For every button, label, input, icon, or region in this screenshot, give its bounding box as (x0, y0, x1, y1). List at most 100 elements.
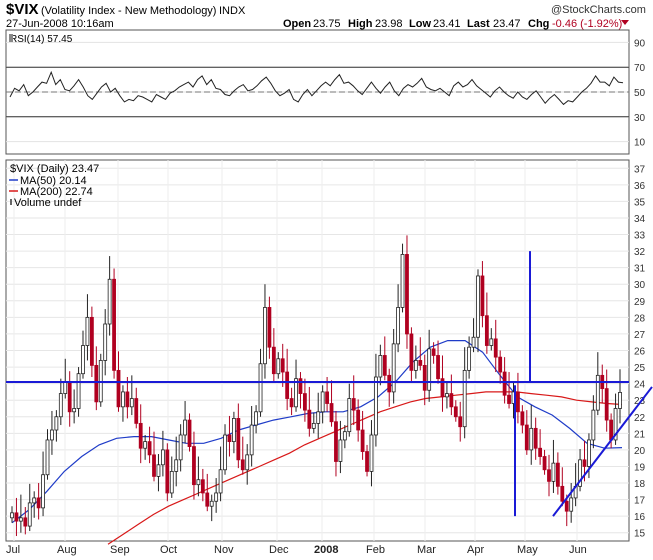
price-tick-label: 22 (634, 413, 646, 424)
chg-value: -0.46 (-1.92%) (552, 18, 622, 30)
candle-body (374, 376, 378, 436)
rsi-line (9, 70, 624, 106)
candle-body (14, 512, 19, 522)
legend-volume: Volume undef (14, 197, 82, 209)
candle-body (538, 447, 543, 457)
candle-body (94, 365, 99, 403)
rsi-tick-label: 50 (634, 88, 646, 99)
candle-body (467, 346, 472, 371)
candle-body (41, 474, 45, 509)
price-tick-label: 36 (634, 181, 646, 192)
candle-body (440, 378, 445, 398)
candle-body (493, 338, 498, 358)
candle-body (227, 434, 232, 443)
price-tick-label: 31 (634, 264, 646, 275)
candle-body (85, 316, 90, 346)
annotations (6, 251, 653, 517)
candle-body (223, 434, 227, 471)
exchange-label: INDX (219, 5, 246, 17)
candle-body (507, 394, 511, 404)
candle-body (147, 441, 152, 456)
rsi-tick-label: 10 (634, 138, 646, 149)
rsi-tick-label: 70 (634, 63, 646, 74)
price-tick-label: 37 (634, 164, 646, 175)
candle-body (320, 391, 325, 413)
candle-body (169, 471, 174, 494)
candle-body (311, 422, 316, 429)
last-label: Last (467, 18, 490, 30)
x-tick-label: 2008 (314, 544, 338, 556)
candle-body (289, 398, 294, 408)
candle-body (338, 439, 343, 462)
price-tick-label: 32 (634, 247, 646, 258)
candle-body (520, 411, 525, 426)
candle-body (50, 429, 54, 441)
datetime: 27-Jun-2008 10:16am (6, 18, 114, 30)
x-tick-label: Aug (57, 544, 77, 556)
candle-body (18, 517, 23, 522)
rsi-panel: 90 70 50 30 10 RSI(14) 57.45 (5, 29, 646, 155)
candle-body (360, 429, 365, 452)
rsi-tick-label: 30 (634, 113, 646, 124)
candle-body (329, 403, 334, 423)
candle-body (236, 418, 241, 461)
price-tick-label: 17 (634, 496, 646, 507)
x-tick-label: May (517, 544, 538, 556)
candle-body (342, 431, 347, 441)
candle-body (160, 449, 165, 466)
x-tick-label: Jun (569, 544, 587, 556)
candle-body (316, 411, 321, 424)
candle-body (560, 485, 565, 502)
price-tick-label: 18 (634, 479, 646, 490)
symbol-title: $VIX (6, 1, 39, 18)
candle-body (431, 348, 436, 356)
candle-body (276, 358, 281, 375)
candle-body (325, 391, 329, 404)
high-value: 23.98 (375, 18, 403, 30)
price-legend: $VIX (Daily) 23.47 MA(50) 20.14 MA(200) … (9, 163, 99, 209)
candle-body (569, 497, 574, 512)
candle-body (125, 391, 130, 408)
candle-body (10, 512, 14, 519)
candle-body (489, 338, 494, 346)
candle-body (409, 333, 414, 371)
price-tick-label: 19 (634, 462, 646, 473)
candle-body (604, 388, 609, 421)
open-value: 23.75 (313, 18, 341, 30)
candle-body (551, 462, 556, 482)
candle-body (27, 502, 32, 527)
candles (10, 235, 622, 537)
candle-body (271, 346, 276, 375)
candle-body (391, 343, 396, 393)
x-tick-label: Sep (110, 544, 130, 556)
candle-body (267, 307, 272, 348)
candle-body (418, 360, 423, 366)
candle-body (369, 434, 374, 472)
candle-body (183, 419, 187, 436)
candle-body (294, 378, 298, 408)
candle-body (613, 408, 618, 441)
down-arrow-icon (621, 20, 629, 25)
candle-body (498, 356, 503, 373)
last-value: 23.47 (493, 18, 521, 30)
candle-body (591, 409, 596, 441)
candle-body (58, 393, 63, 418)
candle-body (285, 371, 290, 399)
rsi-legend-swatch (9, 34, 13, 42)
rsi-tick-label: 90 (634, 38, 646, 49)
candle-body (365, 451, 369, 472)
candle-body (249, 424, 254, 456)
candle-body (192, 446, 196, 486)
candle-body (258, 363, 263, 413)
legend-price: $VIX (Daily) 23.47 (10, 163, 99, 175)
candle-body (547, 469, 551, 482)
price-tick-label: 27 (634, 330, 646, 341)
candle-body (245, 454, 250, 471)
price-panel: 3736353433323130292827262524232221201918… (5, 159, 653, 556)
candle-body (36, 497, 41, 509)
candle-body (76, 373, 81, 409)
candle-body (453, 406, 458, 418)
candle-body (542, 456, 547, 471)
candle-body (564, 500, 569, 512)
